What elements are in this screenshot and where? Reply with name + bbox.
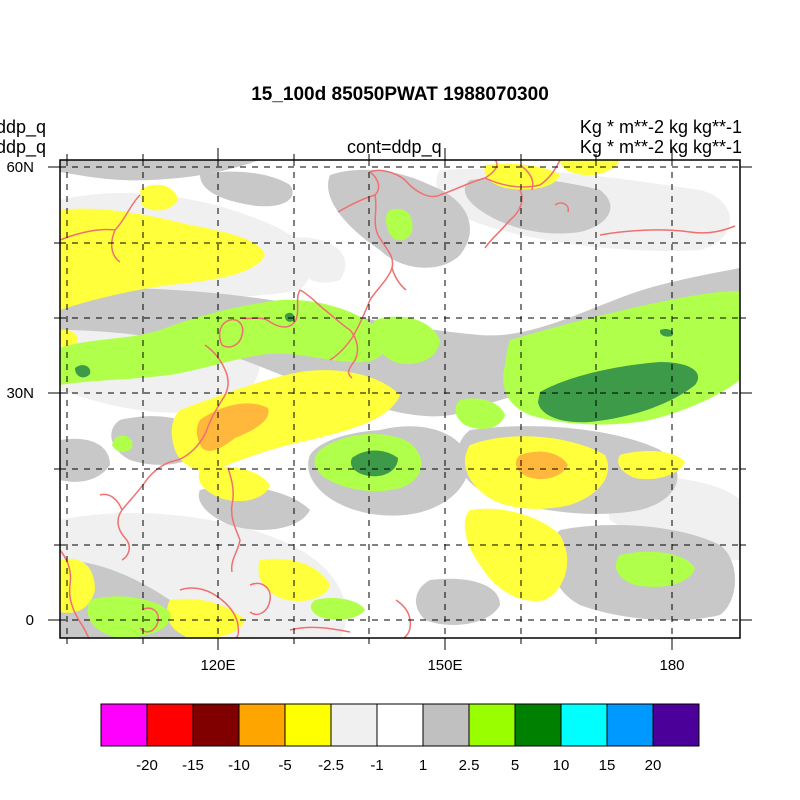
- colorbar-swatch: [330, 703, 378, 747]
- colorbar-label: 5: [510, 757, 520, 774]
- graticule: [60, 160, 740, 638]
- colorbar-swatch: [652, 703, 700, 747]
- colorbar-swatch: [146, 703, 194, 747]
- plot-title: 15_100d 85050PWAT 1988070300: [251, 84, 549, 105]
- axis-labels: 60N 30N 0 120E 150E 180: [6, 159, 684, 674]
- colorbar-label: 2.5: [458, 757, 480, 774]
- colorbar-swatch: [560, 703, 608, 747]
- colorbar-swatch: [192, 703, 240, 747]
- colorbar: [100, 703, 700, 747]
- units-label-bottom: Kg * m**-2 kg kg**-1: [579, 137, 742, 157]
- lat-label-60n: 60N: [6, 159, 34, 176]
- colorbar-label: 20: [644, 757, 662, 774]
- variable-label-bottom: ddp_q: [0, 137, 47, 157]
- colorbar-label: -5: [278, 757, 292, 774]
- shaded-field: [60, 160, 740, 638]
- tick-marks: [48, 148, 752, 650]
- colorbar-label: -10: [228, 757, 250, 774]
- lon-label-120e: 120E: [200, 657, 235, 674]
- coastline: [60, 160, 736, 638]
- colorbar-label: -20: [136, 757, 158, 774]
- plot-frame: [59, 159, 741, 639]
- variable-label-top: ddp_q: [0, 117, 47, 137]
- colorbar-swatch: [100, 703, 148, 747]
- colorbar-swatch: [376, 703, 424, 747]
- colorbar-swatch: [238, 703, 286, 747]
- lon-label-150e: 150E: [427, 657, 462, 674]
- colorbar-swatch: [514, 703, 562, 747]
- colorbar-label: -15: [182, 757, 204, 774]
- lon-label-180: 180: [659, 657, 684, 674]
- colorbar-label: 10: [552, 757, 570, 774]
- lat-label-0: 0: [26, 612, 34, 629]
- colorbar-label: -1: [370, 757, 384, 774]
- lat-label-30n: 30N: [6, 385, 34, 402]
- contour-label: cont=ddp_q: [347, 137, 442, 157]
- colorbar-swatch: [284, 703, 332, 747]
- colorbar-label: -2.5: [318, 757, 344, 774]
- colorbar-label: 15: [598, 757, 616, 774]
- colorbar-label: 1: [418, 757, 428, 774]
- units-label-top: Kg * m**-2 kg kg**-1: [579, 117, 742, 137]
- colorbar-swatch: [422, 703, 470, 747]
- colorbar-swatch: [606, 703, 654, 747]
- colorbar-swatch: [468, 703, 516, 747]
